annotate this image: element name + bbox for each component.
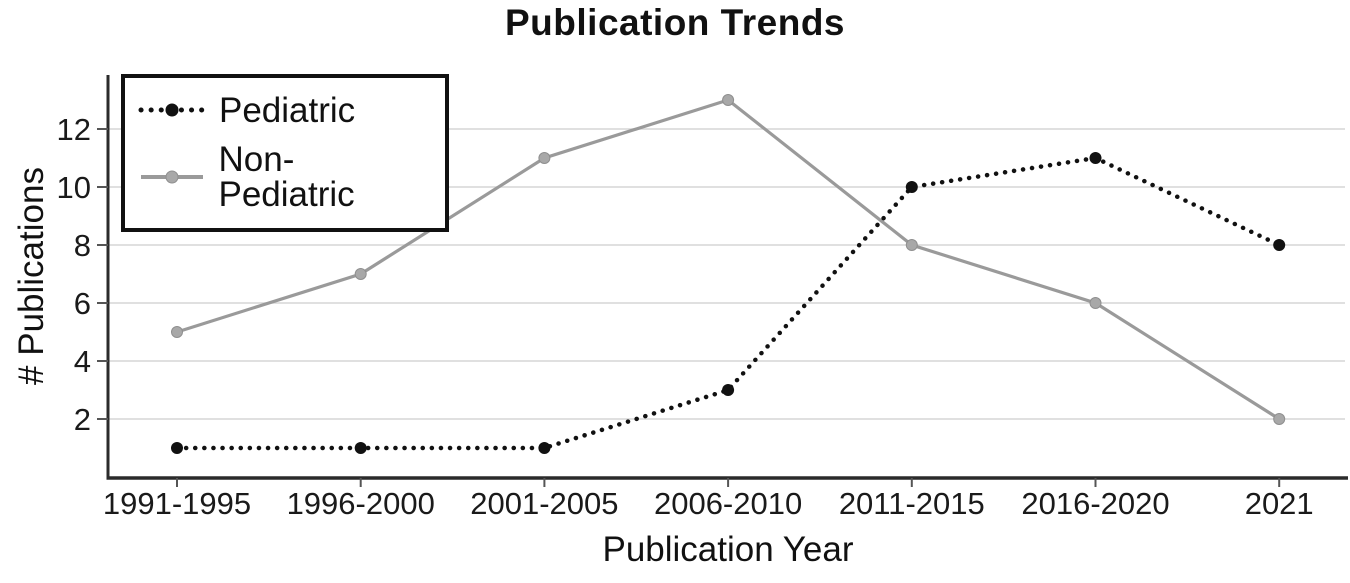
non-pediatric-line-sample-icon xyxy=(141,170,203,184)
pediatric-point xyxy=(905,181,918,193)
non-pediatric-point xyxy=(538,152,551,164)
legend-item-non-pediatric: Non-Pediatric xyxy=(137,142,429,212)
pediatric-point xyxy=(1273,239,1286,251)
y-tick-label: 2 xyxy=(74,402,91,437)
chart-title: Publication Trends xyxy=(505,2,845,43)
x-tick-label: 2021 xyxy=(1245,486,1314,521)
pediatric-point xyxy=(1089,152,1102,164)
non-pediatric-point xyxy=(1273,413,1286,425)
pediatric-point xyxy=(171,442,183,454)
x-tick-label: 1991-1995 xyxy=(103,486,251,521)
x-tick-label: 2001-2005 xyxy=(470,486,618,521)
y-tick-label: 4 xyxy=(74,344,91,379)
non-pediatric-point xyxy=(1089,297,1102,309)
y-axis-title: # Publications xyxy=(12,167,51,385)
y-tick-label: 8 xyxy=(74,228,91,263)
non-pediatric-point xyxy=(905,239,918,251)
y-tick-label: 10 xyxy=(57,170,91,205)
x-tick-label: 2006-2010 xyxy=(654,486,802,521)
legend-item-pediatric: Pediatric xyxy=(137,92,429,128)
x-tick-label: 2011-2015 xyxy=(839,486,985,521)
x-tick-label: 1996-2000 xyxy=(287,486,435,521)
pediatric-line-sample-icon xyxy=(138,103,206,117)
x-tick-label: 2016-2020 xyxy=(1021,486,1169,521)
pediatric-point xyxy=(538,442,551,454)
legend-label-non-pediatric: Non-Pediatric xyxy=(218,140,355,214)
non-pediatric-point xyxy=(354,268,367,280)
legend-label-pediatric: Pediatric xyxy=(219,90,356,130)
legend: Pediatric Non-Pediatric xyxy=(121,74,449,232)
pediatric-point xyxy=(722,384,735,396)
y-tick-label: 12 xyxy=(57,112,91,147)
non-pediatric-point xyxy=(722,94,735,106)
non-pediatric-point xyxy=(171,326,183,338)
x-axis-title: Publication Year xyxy=(602,530,854,569)
y-tick-label: 6 xyxy=(74,286,91,321)
pediatric-point xyxy=(354,442,367,454)
